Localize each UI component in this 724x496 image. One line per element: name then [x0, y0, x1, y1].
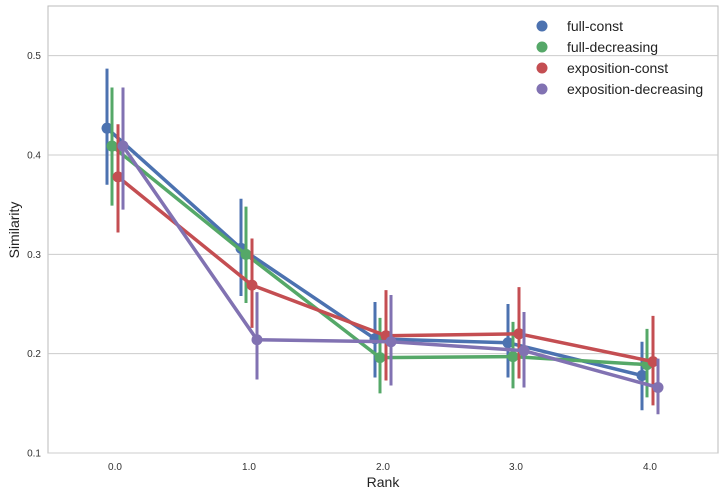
- data-point: [240, 248, 252, 260]
- data-point: [513, 328, 525, 340]
- x-tick-label: 3.0: [509, 462, 523, 473]
- x-tick-labels: 0.0 1.0 2.0 3.0 4.0: [108, 462, 657, 473]
- legend-label: full-decreasing: [567, 39, 658, 55]
- data-point: [251, 334, 263, 346]
- data-point: [636, 370, 648, 382]
- legend-marker: [536, 62, 548, 74]
- data-point: [101, 122, 113, 134]
- series: [101, 68, 664, 415]
- x-axis-label: Rank: [367, 474, 401, 490]
- data-point: [502, 337, 514, 349]
- data-point: [117, 140, 129, 152]
- x-tick-label: 4.0: [643, 462, 657, 473]
- data-point: [652, 381, 664, 393]
- data-point: [647, 356, 659, 368]
- data-point: [112, 171, 124, 183]
- y-tick-label: 0.1: [27, 449, 41, 460]
- data-point: [507, 351, 519, 363]
- x-tick-label: 1.0: [242, 462, 256, 473]
- data-point: [518, 345, 530, 357]
- legend-label: exposition-decreasing: [567, 81, 703, 97]
- y-tick-label: 0.4: [27, 151, 41, 162]
- data-point: [374, 352, 386, 364]
- y-axis-label: Similarity: [6, 202, 22, 259]
- legend-marker: [536, 41, 548, 53]
- series-exposition-decreasing: [117, 87, 664, 415]
- y-tick-label: 0.3: [27, 250, 41, 261]
- data-point: [246, 279, 258, 291]
- legend-label: exposition-const: [567, 60, 668, 76]
- data-point: [106, 140, 118, 152]
- legend: full-const full-decreasing exposition-cons…: [536, 18, 703, 97]
- y-tick-label: 0.2: [27, 349, 41, 360]
- series-exposition-const: [112, 124, 659, 406]
- plot-area: [47, 5, 719, 454]
- y-tick-label: 0.5: [27, 51, 41, 62]
- legend-marker: [536, 83, 548, 95]
- legend-marker: [536, 20, 548, 32]
- legend-label: full-const: [567, 18, 623, 34]
- x-tick-label: 0.0: [108, 462, 122, 473]
- data-point: [385, 336, 397, 348]
- y-tick-labels: 0.1 0.2 0.3 0.4 0.5: [27, 51, 41, 459]
- x-tick-label: 2.0: [376, 462, 390, 473]
